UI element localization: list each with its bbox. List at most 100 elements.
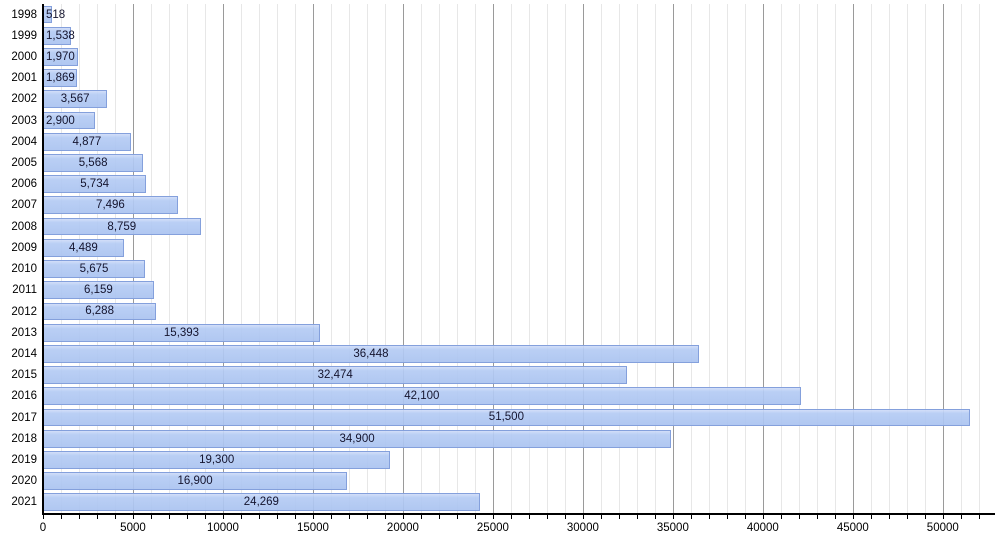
gridline-minor xyxy=(474,4,476,513)
x-axis-tick xyxy=(114,515,116,519)
gridline-minor xyxy=(870,4,872,513)
x-axis-tick xyxy=(312,515,314,519)
x-axis-tick xyxy=(258,515,260,519)
gridline-major xyxy=(672,4,674,513)
bar-value-label: 8,759 xyxy=(107,220,137,233)
bar-value-label: 5,734 xyxy=(80,178,109,191)
x-axis-tick xyxy=(510,515,512,519)
bar xyxy=(43,48,79,66)
bar xyxy=(43,196,178,215)
gridline-minor xyxy=(780,4,782,513)
x-axis-tick xyxy=(888,515,890,519)
x-axis-tick xyxy=(582,515,584,519)
x-axis-tick xyxy=(564,515,566,519)
bar-value-label: 4,489 xyxy=(69,241,98,254)
bar-value-label: 51,500 xyxy=(488,411,524,424)
year-label: 2006 xyxy=(11,178,37,191)
year-label: 2011 xyxy=(12,284,37,297)
bar xyxy=(43,387,801,406)
gridline-minor xyxy=(258,4,260,513)
bar xyxy=(43,69,77,88)
gridline-major xyxy=(582,4,584,513)
year-label: 2005 xyxy=(11,157,37,170)
bar xyxy=(43,408,970,427)
gridline-minor xyxy=(186,4,188,513)
bar xyxy=(43,493,480,512)
bar xyxy=(43,366,628,384)
x-axis-tick xyxy=(330,515,332,519)
x-axis-tick xyxy=(240,515,242,519)
bar-value-label: 4,877 xyxy=(72,135,102,148)
x-axis-tick xyxy=(654,515,656,519)
x-axis-tick xyxy=(906,515,908,519)
bar-value-label: 1,538 xyxy=(46,29,75,42)
gridline-major xyxy=(132,4,134,513)
gridline-minor xyxy=(744,4,746,513)
bar-value-label: 36,448 xyxy=(353,347,389,360)
gridline-minor xyxy=(294,4,296,513)
gridline-minor xyxy=(78,4,80,513)
x-axis-tick xyxy=(636,515,638,519)
bar-value-label: 6,159 xyxy=(84,284,113,297)
gridline-minor xyxy=(276,4,278,513)
x-axis-tick xyxy=(672,515,674,519)
bar xyxy=(43,111,96,130)
x-axis-tick xyxy=(942,515,944,519)
gridline-minor xyxy=(708,4,710,513)
bar-value-label: 7,496 xyxy=(96,199,125,212)
gridline-minor xyxy=(456,4,458,513)
year-label: 2019 xyxy=(11,453,37,466)
x-tick-label: 15000 xyxy=(296,522,329,534)
bar-value-label: 1,869 xyxy=(46,72,75,85)
gridline-minor xyxy=(636,4,638,513)
x-axis-tick xyxy=(456,515,458,519)
gridline-major xyxy=(312,4,314,513)
bar xyxy=(43,26,71,45)
x-axis-tick xyxy=(690,515,692,519)
x-axis-tick xyxy=(348,515,350,519)
gridline-minor xyxy=(204,4,206,513)
gridline-minor xyxy=(834,4,836,513)
x-axis-tick xyxy=(474,515,476,519)
bar xyxy=(43,90,108,109)
gridline-minor xyxy=(798,4,800,513)
bar-value-label: 518 xyxy=(46,8,66,21)
x-axis-tick xyxy=(618,515,620,519)
bar xyxy=(43,260,146,278)
x-tick-label: 20000 xyxy=(386,522,419,534)
x-tick-label: 10000 xyxy=(206,522,239,534)
year-label: 2001 xyxy=(11,72,37,85)
year-label: 2004 xyxy=(11,135,37,148)
gridline-minor xyxy=(96,4,98,513)
bar xyxy=(43,323,321,342)
gridline-minor xyxy=(690,4,692,513)
gridline-minor xyxy=(654,4,656,513)
x-axis-tick xyxy=(43,515,44,519)
gridline-minor xyxy=(510,4,512,513)
bar xyxy=(43,217,201,236)
gridline-minor xyxy=(168,4,170,513)
x-axis-tick xyxy=(762,515,764,519)
x-tick-label: 5000 xyxy=(120,522,146,534)
year-label: 2013 xyxy=(11,326,37,339)
x-axis-tick xyxy=(816,515,818,519)
bar xyxy=(43,302,157,321)
x-axis-tick xyxy=(366,515,368,519)
bar-value-label: 6,288 xyxy=(85,305,114,318)
gridline-minor xyxy=(240,4,242,513)
bar-value-label: 34,900 xyxy=(339,432,375,445)
year-label: 1998 xyxy=(11,8,37,21)
year-label: 2012 xyxy=(11,305,37,318)
year-label: 1999 xyxy=(11,29,37,42)
year-label: 2002 xyxy=(11,93,37,106)
bar-value-label: 24,269 xyxy=(243,496,279,509)
gridline-minor xyxy=(960,4,962,513)
x-axis-tick xyxy=(960,515,962,519)
x-axis-tick xyxy=(294,515,296,519)
year-label: 2009 xyxy=(11,241,37,254)
bar-value-label: 32,474 xyxy=(317,369,353,382)
bar-value-label: 3,567 xyxy=(60,93,90,106)
gridline-minor xyxy=(60,4,62,513)
gridline-major xyxy=(762,4,764,513)
